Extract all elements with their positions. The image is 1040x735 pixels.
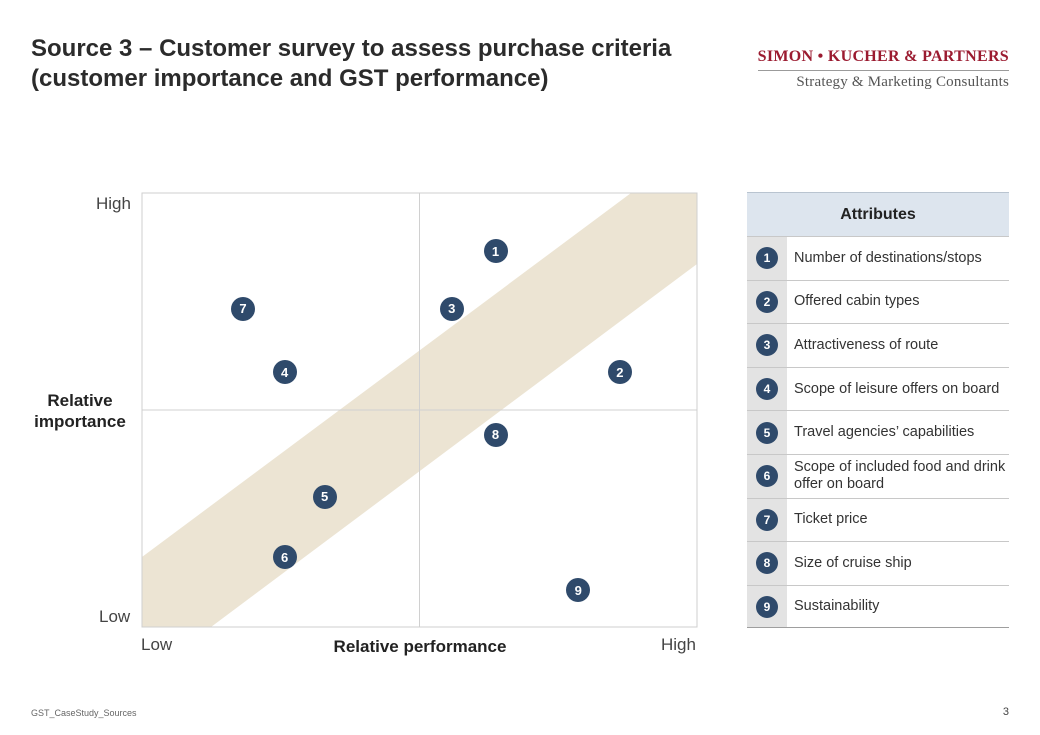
marker-2: 2 [607,360,632,385]
legend-row: 4 Scope of leisure offers on board [747,366,1009,411]
legend-number-badge: 7 [756,508,778,531]
marker-9: 9 [566,578,591,603]
brand-logo: SIMON • KUCHER & PARTNERS Strategy & Mar… [757,48,1009,91]
marker-6: 6 [272,545,297,570]
legend-number-badge: 9 [756,595,778,618]
legend-row: 6 Scope of included food and drink offer … [747,453,1009,498]
legend-label: Ticket price [794,511,868,528]
plot-frame [141,192,698,628]
legend-label: Offered cabin types [794,293,920,310]
legend-row: 1 Number of destinations/stops [747,236,1009,280]
legend-label: Size of cruise ship [794,554,912,571]
legend-label: Scope of included food and drink offer o… [794,459,1006,493]
x-axis-title: Relative performance [333,637,507,656]
x-tick-high: High [661,635,696,654]
legend-number-badge: 8 [756,552,778,575]
legend-row: 5 Travel agencies’ capabilities [747,410,1009,454]
legend-number-badge: 2 [756,290,778,313]
attributes-legend: Attributes 1 Number of destinations/stops… [747,192,1009,629]
legend-number-cell: 9 [747,585,787,628]
legend-number-cell: 8 [747,542,787,585]
brand-tagline: Strategy & Marketing Consultants [796,74,1009,90]
legend-label: Scope of leisure offers on board [794,380,1000,397]
legend-label: Travel agencies’ capabilities [794,424,975,441]
legend-number-badge: 1 [756,247,778,270]
marker-1: 1 [483,239,508,264]
legend-number-cell: 7 [747,498,787,542]
legend-header: Attributes [747,192,1009,236]
legend-label: Sustainability [794,598,880,615]
legend-number-cell: 6 [747,454,787,498]
legend-number-badge: 5 [756,421,778,444]
legend-number-cell: 4 [747,367,787,411]
marker-4: 4 [272,360,297,385]
marker-5: 5 [312,484,337,509]
legend-label: Attractiveness of route [794,336,939,353]
x-tick-low: Low [141,635,173,654]
footer-filename: GST_CaseStudy_Sources [31,708,137,718]
brand-name: SIMON • KUCHER & PARTNERS [757,48,1009,71]
legend-row: 2 Offered cabin types [747,279,1009,324]
legend-row: 3 Attractiveness of route [747,323,1009,367]
marker-8: 8 [483,422,508,447]
legend-row: 8 Size of cruise ship [747,541,1009,585]
legend-row: 9 Sustainability [747,584,1009,629]
y-tick-low: Low [99,607,131,626]
legend-number-badge: 3 [756,334,778,357]
legend-number-cell: 1 [747,237,787,280]
y-tick-high: High [96,194,131,213]
marker-7: 7 [231,296,255,321]
legend-number-badge: 4 [756,378,778,401]
legend-label: Number of destinations/stops [794,249,982,266]
legend-number-badge: 6 [756,465,778,488]
page-number: 3 [1002,706,1009,718]
legend-rows: 1 Number of destinations/stops 2 Offered ca… [747,236,1009,629]
legend-number-cell: 3 [747,324,787,367]
page-title: Source 3 – Customer survey to assess pur… [31,34,731,94]
title-line-2: (customer importance and GST performance… [31,65,549,92]
title-line-1: Source 3 – Customer survey to assess pur… [31,35,672,62]
y-axis-title: Relative importance [34,391,126,431]
legend-number-cell: 5 [747,411,787,454]
legend-number-cell: 2 [747,280,787,324]
legend-row: 7 Ticket price [747,497,1009,542]
marker-3: 3 [439,296,464,321]
